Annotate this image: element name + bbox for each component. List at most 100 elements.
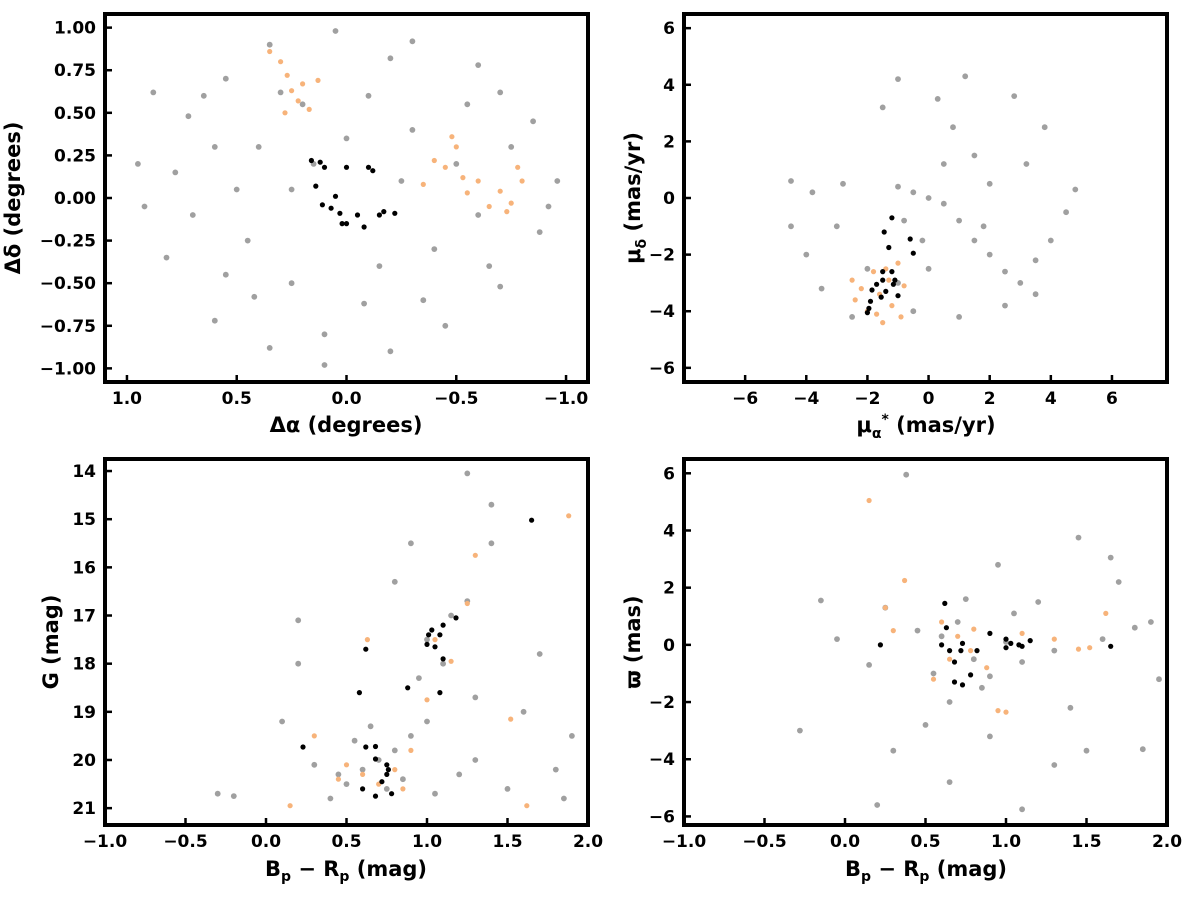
proper-motion-axes: −6 −4 −2 0 2 4 6 −6 −4 −2 0 2 4 6 <box>649 19 1118 409</box>
cmd-point-field <box>383 786 390 792</box>
parallax-point-black <box>1003 645 1009 651</box>
cmd-point-black <box>379 779 385 785</box>
parallax-point-orange <box>984 665 990 671</box>
parallax-point-orange <box>995 708 1001 714</box>
sky-point-field <box>135 161 141 167</box>
cmd-point-orange <box>311 733 317 739</box>
sky-point-orange <box>278 59 284 65</box>
parallax-point-field <box>1156 676 1162 683</box>
sky-point-orange <box>475 178 481 184</box>
cmd-point-field <box>295 660 302 667</box>
cmd-point-black <box>372 743 379 750</box>
proper-motion-point-black <box>892 277 898 283</box>
cmd-point-black <box>385 767 391 773</box>
proper-motion-point-field <box>940 200 947 207</box>
cmd-point-black <box>453 615 459 621</box>
cmd-point-field <box>464 470 471 477</box>
parallax-point-orange <box>971 626 977 632</box>
sky-point-field <box>545 203 552 210</box>
proper-motion-point-field <box>934 96 941 102</box>
parallax-point-field <box>1019 806 1025 813</box>
proper-motion-point-field <box>1063 209 1069 216</box>
sky-point-field <box>453 161 460 167</box>
cmd-y-tick-label: 17 <box>72 607 96 627</box>
proper-motion-point-field <box>879 104 886 111</box>
sky-axes: 1.0 0.5 0.0 −0.5 −1.0 −1.00 −0.75 −0.50 −0.25 0.0… <box>40 19 589 409</box>
cmd-point-field <box>472 757 479 763</box>
proper-motion-y-tick-label: 0 <box>663 189 675 209</box>
proper-motion-point-black <box>878 294 884 300</box>
sky-y-tick-label: −0.75 <box>40 317 96 337</box>
parallax-point-field <box>866 662 872 668</box>
proper-motion-point-orange <box>889 303 895 309</box>
sky-point-field <box>255 144 262 150</box>
parallax-point-orange <box>939 619 945 625</box>
cmd-point-black <box>384 771 390 778</box>
sky-x-tick-label: −0.5 <box>434 389 478 409</box>
parallax-point-black <box>942 600 948 607</box>
sky-point-orange <box>289 88 295 94</box>
proper-motion-point-field <box>919 237 926 244</box>
cmd-point-field <box>400 776 406 783</box>
parallax-point-orange <box>1075 646 1082 652</box>
cmd-point-orange <box>424 697 430 703</box>
cmd-point-black <box>437 690 443 696</box>
proper-motion-point-field <box>803 251 810 258</box>
sky-point-black <box>365 164 372 170</box>
parallax-point-black <box>947 648 953 654</box>
proper-motion-point-field <box>833 223 840 230</box>
parallax-point-field <box>987 673 993 680</box>
parallax-point-field <box>1011 610 1017 617</box>
proper-motion-point-field <box>840 180 846 187</box>
sky-point-orange <box>267 48 273 55</box>
proper-motion-x-tick-label: −6 <box>732 389 758 409</box>
cmd-point-black <box>440 656 446 662</box>
parallax-point-field <box>995 561 1001 568</box>
sky-y-tick-label: −1.00 <box>40 359 96 379</box>
proper-motion-point-field <box>1023 161 1030 167</box>
parallax-x-tick-label: 0.0 <box>830 832 860 852</box>
proper-motion-point-field <box>950 124 956 131</box>
sky-point-field <box>420 297 427 304</box>
sky-point-field <box>277 89 284 96</box>
proper-motion-point-field <box>895 183 901 190</box>
sky-point-orange <box>295 98 301 104</box>
sky-point-orange <box>306 106 312 112</box>
sky-point-field <box>163 254 170 261</box>
parallax-point-orange <box>947 656 953 662</box>
proper-motion-y-tick-label: −4 <box>649 302 675 322</box>
sky-point-field <box>536 229 543 236</box>
parallax-point-field <box>954 619 961 625</box>
sky-x-tick-label: 0.5 <box>222 389 252 409</box>
cmd-point-orange <box>524 803 530 809</box>
cmd-point-black <box>405 685 411 691</box>
parallax-axes: −1.0 −0.5 0.0 0.5 1.0 1.5 2.0 −6 −4 −2 0 2 4 6 <box>649 464 1182 852</box>
sky-point-orange <box>300 81 306 87</box>
parallax-point-field <box>818 597 824 604</box>
proper-motion-point-field <box>818 285 825 292</box>
cmd-point-black <box>424 641 430 648</box>
cmd-point-field <box>230 793 237 799</box>
sky-point-orange <box>442 164 448 170</box>
parallax-y-tick-label: −4 <box>649 750 675 770</box>
sky-point-black <box>343 164 350 170</box>
parallax-point-black <box>877 642 884 648</box>
sky-point-black <box>354 212 361 218</box>
sky-point-field <box>365 92 372 99</box>
parallax-y-tick-label: −2 <box>649 693 675 713</box>
cmd-point-field <box>424 718 430 725</box>
proper-motion-point-field <box>910 189 917 196</box>
sky-point-black <box>337 210 343 216</box>
cmd-point-field <box>311 761 318 768</box>
sky-point-orange <box>519 178 525 184</box>
cmd-point-black <box>426 632 432 638</box>
cmd-point-field <box>520 708 527 715</box>
sky-point-field <box>398 178 405 184</box>
parallax-point-field <box>914 627 921 634</box>
cmd-point-black <box>432 644 438 650</box>
cmd-y-tick-label: 18 <box>72 655 96 675</box>
proper-motion-point-field <box>971 152 978 159</box>
parallax-point-field <box>962 596 969 602</box>
sky-x-tick-label: −1.0 <box>544 389 589 409</box>
cmd-point-orange <box>287 803 293 809</box>
